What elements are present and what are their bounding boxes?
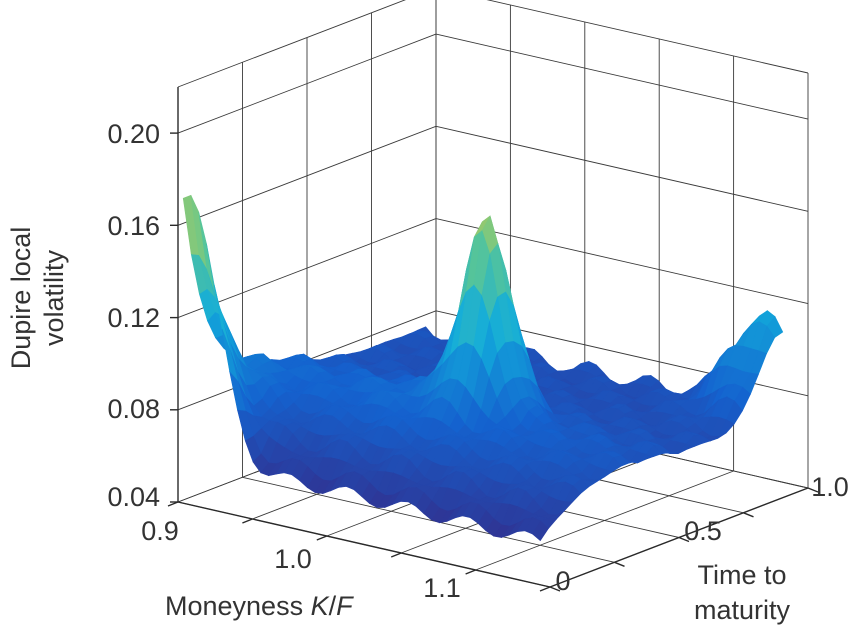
x-axis-label-f: F [336, 591, 354, 621]
y-tick-mark [678, 536, 690, 543]
x-tick-label: 1.1 [423, 573, 461, 603]
x-tick-label: 0.9 [141, 516, 179, 546]
x-tick-label: 1.0 [274, 544, 312, 574]
z-tick-label: 0.20 [107, 119, 160, 149]
x-tick-mark [539, 586, 551, 592]
back-wall-gridline [435, 218, 809, 305]
y-tick-mark [807, 487, 819, 493]
surface-layer [182, 194, 784, 542]
y-tick-mark [614, 561, 625, 567]
y-tick-mark [743, 512, 754, 518]
back-wall-gridline [435, 125, 809, 212]
x-axis-label-prefix: Moneyness [165, 591, 311, 621]
y-axis-label-line2: maturity [694, 595, 791, 625]
z-tick-label: 0.04 [107, 482, 160, 512]
z-tick-label: 0.12 [107, 303, 160, 333]
z-axis-label-line1: Dupire local [6, 227, 36, 370]
x-axis-label: Moneyness K/F [165, 591, 354, 621]
y-tick-label: 1.0 [811, 472, 849, 502]
z-axis-label-line2: volatility [39, 249, 69, 346]
x-tick-mark [167, 501, 179, 507]
y-axis-label-line1: Time to [697, 560, 786, 590]
surface-patch [532, 520, 549, 542]
x-axis-line [177, 501, 551, 588]
z-tick-label: 0.16 [107, 211, 160, 241]
x-tick-mark [242, 518, 253, 524]
back-wall-gridline [486, 0, 809, 74]
axis-layer [167, 87, 819, 592]
x-axis-label-slash: / [329, 591, 337, 621]
x-tick-mark [390, 552, 402, 558]
z-tick-label: 0.08 [107, 394, 160, 424]
y-tick-label: 0.5 [684, 516, 722, 546]
y-tick-label: 0 [555, 566, 570, 596]
x-axis-label-k: K [311, 591, 330, 621]
z-tick-labels: 0.04 0.08 0.12 0.16 0.20 [107, 119, 160, 512]
x-tick-mark [465, 569, 476, 575]
back-wall-gridline [435, 33, 809, 120]
x-tick-mark [316, 535, 328, 541]
x-tick-labels: 0.9 1.0 1.1 [141, 516, 461, 603]
y-tick-labels: 0 0.5 1.0 [555, 472, 848, 596]
z-axis-label: Dupire local volatility [6, 227, 69, 370]
y-tick-mark [549, 586, 561, 592]
floor-gridline [242, 476, 615, 563]
